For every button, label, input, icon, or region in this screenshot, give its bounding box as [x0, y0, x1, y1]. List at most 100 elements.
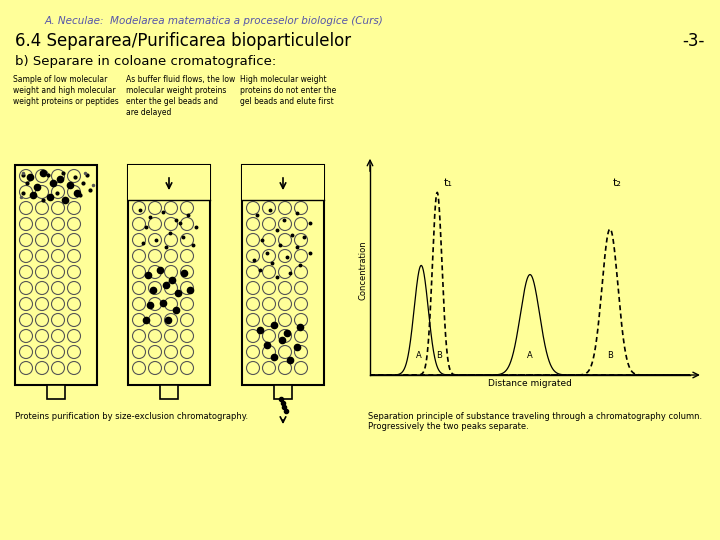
Circle shape [181, 249, 194, 262]
Circle shape [164, 186, 178, 199]
Circle shape [132, 298, 145, 310]
Circle shape [52, 218, 65, 231]
Circle shape [132, 201, 145, 214]
Circle shape [294, 329, 307, 342]
Circle shape [181, 233, 194, 246]
Circle shape [279, 170, 292, 183]
Circle shape [68, 361, 81, 375]
Circle shape [68, 314, 81, 327]
Text: Sample of low molecular
weight and high molecular
weight proteins or peptides: Sample of low molecular weight and high … [13, 75, 119, 106]
Circle shape [19, 233, 32, 246]
Circle shape [246, 329, 259, 342]
Circle shape [181, 329, 194, 342]
Circle shape [52, 249, 65, 262]
Circle shape [164, 249, 178, 262]
Circle shape [19, 281, 32, 294]
Text: 6.4 Separarea/Purificarea bioparticulelor: 6.4 Separarea/Purificarea bioparticulelo… [15, 32, 351, 50]
Circle shape [181, 170, 194, 183]
Circle shape [294, 346, 307, 359]
Circle shape [68, 233, 81, 246]
Circle shape [263, 346, 276, 359]
Circle shape [263, 233, 276, 246]
Circle shape [19, 201, 32, 214]
Circle shape [52, 346, 65, 359]
Circle shape [181, 298, 194, 310]
Circle shape [164, 314, 178, 327]
Circle shape [246, 281, 259, 294]
Circle shape [68, 201, 81, 214]
Circle shape [294, 314, 307, 327]
Circle shape [263, 281, 276, 294]
Circle shape [132, 170, 145, 183]
Circle shape [263, 218, 276, 231]
Circle shape [35, 233, 48, 246]
Bar [274, 385, 292, 399]
Circle shape [19, 298, 32, 310]
Circle shape [148, 314, 161, 327]
Circle shape [246, 249, 259, 262]
Circle shape [148, 186, 161, 199]
Circle shape [19, 346, 32, 359]
Circle shape [181, 314, 194, 327]
Circle shape [52, 201, 65, 214]
Circle shape [52, 281, 65, 294]
Circle shape [35, 266, 48, 279]
Circle shape [68, 298, 81, 310]
Circle shape [246, 314, 259, 327]
Circle shape [68, 281, 81, 294]
Circle shape [263, 314, 276, 327]
Circle shape [181, 266, 194, 279]
Circle shape [246, 218, 259, 231]
Circle shape [294, 281, 307, 294]
Circle shape [279, 233, 292, 246]
Circle shape [181, 218, 194, 231]
Circle shape [279, 249, 292, 262]
Circle shape [68, 249, 81, 262]
Circle shape [35, 170, 48, 183]
Text: Separation principle of substance traveling through a chromatography column.
Pro: Separation principle of substance travel… [368, 412, 702, 431]
Circle shape [19, 314, 32, 327]
Circle shape [246, 346, 259, 359]
Circle shape [294, 298, 307, 310]
Text: B: B [607, 352, 613, 360]
Circle shape [52, 298, 65, 310]
Text: B: B [436, 352, 442, 360]
Circle shape [294, 249, 307, 262]
Circle shape [35, 329, 48, 342]
Circle shape [35, 361, 48, 375]
Circle shape [52, 186, 65, 199]
Circle shape [35, 201, 48, 214]
Text: As buffer fluid flows, the low
molecular weight proteins
enter the gel beads and: As buffer fluid flows, the low molecular… [126, 75, 235, 117]
Circle shape [132, 186, 145, 199]
Circle shape [263, 266, 276, 279]
Text: -3-: -3- [683, 32, 705, 50]
Text: t₁: t₁ [444, 178, 452, 188]
Circle shape [164, 266, 178, 279]
Circle shape [35, 218, 48, 231]
Circle shape [164, 361, 178, 375]
Circle shape [35, 186, 48, 199]
Circle shape [294, 170, 307, 183]
Circle shape [181, 186, 194, 199]
Circle shape [35, 281, 48, 294]
Circle shape [19, 249, 32, 262]
Circle shape [52, 170, 65, 183]
Circle shape [294, 201, 307, 214]
Circle shape [164, 170, 178, 183]
Y-axis label: Concentration: Concentration [359, 240, 367, 300]
Circle shape [294, 266, 307, 279]
Circle shape [148, 298, 161, 310]
Circle shape [246, 298, 259, 310]
Circle shape [132, 266, 145, 279]
Circle shape [279, 281, 292, 294]
Circle shape [35, 249, 48, 262]
Circle shape [246, 361, 259, 375]
Circle shape [294, 218, 307, 231]
Circle shape [263, 249, 276, 262]
Text: A: A [415, 352, 421, 360]
Circle shape [164, 346, 178, 359]
Circle shape [279, 329, 292, 342]
Circle shape [246, 201, 259, 214]
Circle shape [279, 218, 292, 231]
Bar [242, 165, 324, 385]
